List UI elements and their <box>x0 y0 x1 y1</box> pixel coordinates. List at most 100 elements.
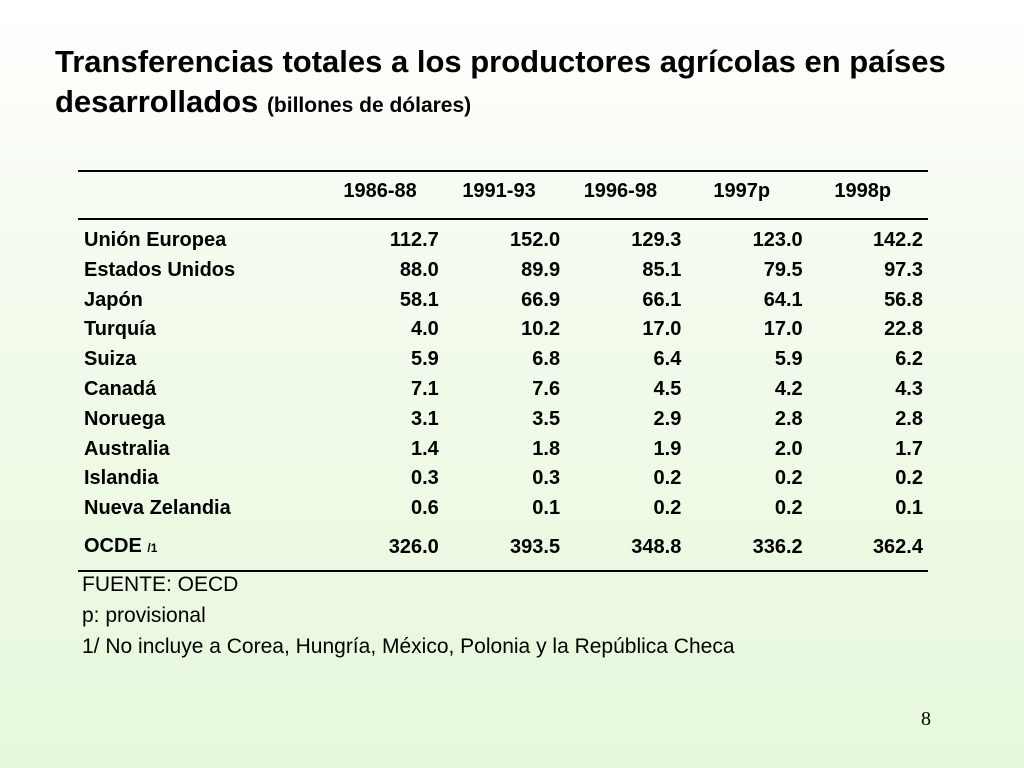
header-col: 1986-88 <box>343 180 417 202</box>
table-cell: 0.2 <box>774 467 803 490</box>
table-row: Australia 1.4 1.8 1.9 2.0 1.7 <box>78 435 928 465</box>
table-row: Canadá 7.1 7.6 4.5 4.2 4.3 <box>78 375 928 405</box>
row-label: Nueva Zelandia <box>84 497 231 520</box>
table-cell: 4.2 <box>774 377 803 400</box>
total-note-ref: /1 <box>147 540 158 555</box>
table-row: Japón 58.1 66.9 66.1 64.1 56.8 <box>78 286 928 316</box>
table-cell: 0.2 <box>895 467 923 490</box>
table-cell: 6.4 <box>653 348 682 371</box>
slide-title: Transferencias totales a los productores… <box>55 42 975 126</box>
table-cell: 6.2 <box>895 348 923 371</box>
table-cell: 0.2 <box>774 497 803 520</box>
total-cell: 362.4 <box>872 535 923 558</box>
note-exclusions: 1/ No incluye a Corea, Hungría, México, … <box>82 635 735 658</box>
table-cell: 22.8 <box>884 318 923 341</box>
table-cell: 4.3 <box>895 377 923 400</box>
table-cell: 5.9 <box>410 348 439 371</box>
row-label: Islandia <box>84 467 159 490</box>
table-cell: 0.1 <box>895 497 923 520</box>
table-row: Estados Unidos 88.0 89.9 85.1 79.5 97.3 <box>78 256 928 286</box>
table-cell: 88.0 <box>399 258 439 281</box>
table-cell: 97.3 <box>884 258 923 281</box>
table-cell: 2.8 <box>895 407 923 430</box>
table-row: Unión Europea 112.7 152.0 129.3 123.0 142.2 <box>78 226 928 256</box>
header-col: 1991-93 <box>462 180 536 202</box>
total-cell: 326.0 <box>388 535 439 558</box>
table-cell: 0.2 <box>653 467 682 490</box>
transfers-table-body: Unión Europea 112.7 152.0 129.3 123.0 142.2 Es… <box>78 226 928 570</box>
table-cell: 3.1 <box>410 407 439 430</box>
table-cell: 5.9 <box>774 348 803 371</box>
table-cell: 10.2 <box>521 318 561 341</box>
table-cell: 2.9 <box>653 407 682 430</box>
row-label: Estados Unidos <box>84 258 236 281</box>
table-cell: 58.1 <box>399 288 439 311</box>
table-cell: 3.5 <box>532 407 561 430</box>
table-cell: 1.8 <box>532 437 561 460</box>
table-cell: 0.1 <box>532 497 561 520</box>
table-cell: 1.4 <box>410 437 439 460</box>
page-number: 8 <box>921 708 931 730</box>
table-cell: 17.0 <box>763 318 803 341</box>
table-cell: 64.1 <box>763 288 803 311</box>
table-bottom-rule <box>78 569 928 572</box>
table-cell: 85.1 <box>642 258 682 281</box>
table-total-row: OCDE /1 326.0 393.5 348.8 336.2 362.4 <box>78 524 928 570</box>
total-cell: 348.8 <box>631 535 682 558</box>
row-label: Suiza <box>84 348 137 371</box>
table-cell: 1.9 <box>653 437 682 460</box>
total-label-cell: OCDE /1 <box>78 524 322 570</box>
table-cell: 66.1 <box>642 288 682 311</box>
table-cell: 123.0 <box>752 229 803 251</box>
table-cell: 2.0 <box>774 437 803 460</box>
data-table-container: 1986-88 1991-93 1996-98 1997p 1998p Unió… <box>78 170 928 572</box>
title-main: Transferencias totales a los productores… <box>55 44 946 119</box>
table-cell: 4.5 <box>653 377 682 400</box>
header-col: 1997p <box>713 180 771 202</box>
table-cell: 7.1 <box>410 377 439 400</box>
total-label: OCDE <box>84 534 142 557</box>
table-cell: 129.3 <box>631 229 682 251</box>
table-cell: 2.8 <box>774 407 803 430</box>
table-row: Noruega 3.1 3.5 2.9 2.8 2.8 <box>78 405 928 435</box>
table-cell: 79.5 <box>763 258 803 281</box>
title-unit: (billones de dólares) <box>266 94 472 117</box>
table-cell: 17.0 <box>642 318 682 341</box>
table-cell: 0.3 <box>410 467 439 490</box>
footnotes: FUENTE: OECD p: provisional 1/ No incluy… <box>82 569 735 662</box>
note-provisional: p: provisional <box>82 604 206 627</box>
row-label: Turquía <box>84 318 156 341</box>
table-header-rule <box>78 218 928 220</box>
row-label: Australia <box>84 437 170 460</box>
table-top-rule <box>78 170 928 172</box>
table-row: Nueva Zelandia 0.6 0.1 0.2 0.2 0.1 <box>78 494 928 524</box>
header-col: 1996-98 <box>583 180 658 202</box>
row-label: Japón <box>84 288 143 311</box>
table-cell: 112.7 <box>389 229 439 251</box>
table-cell: 56.8 <box>884 288 923 311</box>
table-cell: 7.6 <box>532 377 561 400</box>
table-header-row: 1986-88 1991-93 1996-98 1997p 1998p <box>78 172 928 210</box>
table-cell: 89.9 <box>521 258 561 281</box>
table-row: Islandia 0.3 0.3 0.2 0.2 0.2 <box>78 464 928 494</box>
header-blank <box>78 172 322 210</box>
table-cell: 0.2 <box>653 497 682 520</box>
table-cell: 0.6 <box>410 497 439 520</box>
table-cell: 4.0 <box>410 318 439 341</box>
total-cell: 393.5 <box>510 535 561 558</box>
note-source: FUENTE: OECD <box>82 573 239 596</box>
total-cell: 336.2 <box>752 535 803 558</box>
table-cell: 152.0 <box>510 229 561 251</box>
table-cell: 6.8 <box>532 348 561 371</box>
row-label: Unión Europea <box>84 229 227 251</box>
table-row: Suiza 5.9 6.8 6.4 5.9 6.2 <box>78 345 928 375</box>
row-label: Noruega <box>84 407 166 430</box>
table-cell: 66.9 <box>521 288 561 311</box>
table-cell: 142.2 <box>872 229 923 251</box>
table-cell: 0.3 <box>532 467 561 490</box>
transfers-table: 1986-88 1991-93 1996-98 1997p 1998p <box>78 172 928 210</box>
table-cell: 1.7 <box>895 437 923 460</box>
row-label: Canadá <box>84 377 157 400</box>
header-col: 1998p <box>834 180 892 202</box>
table-row: Turquía 4.0 10.2 17.0 17.0 22.8 <box>78 315 928 345</box>
